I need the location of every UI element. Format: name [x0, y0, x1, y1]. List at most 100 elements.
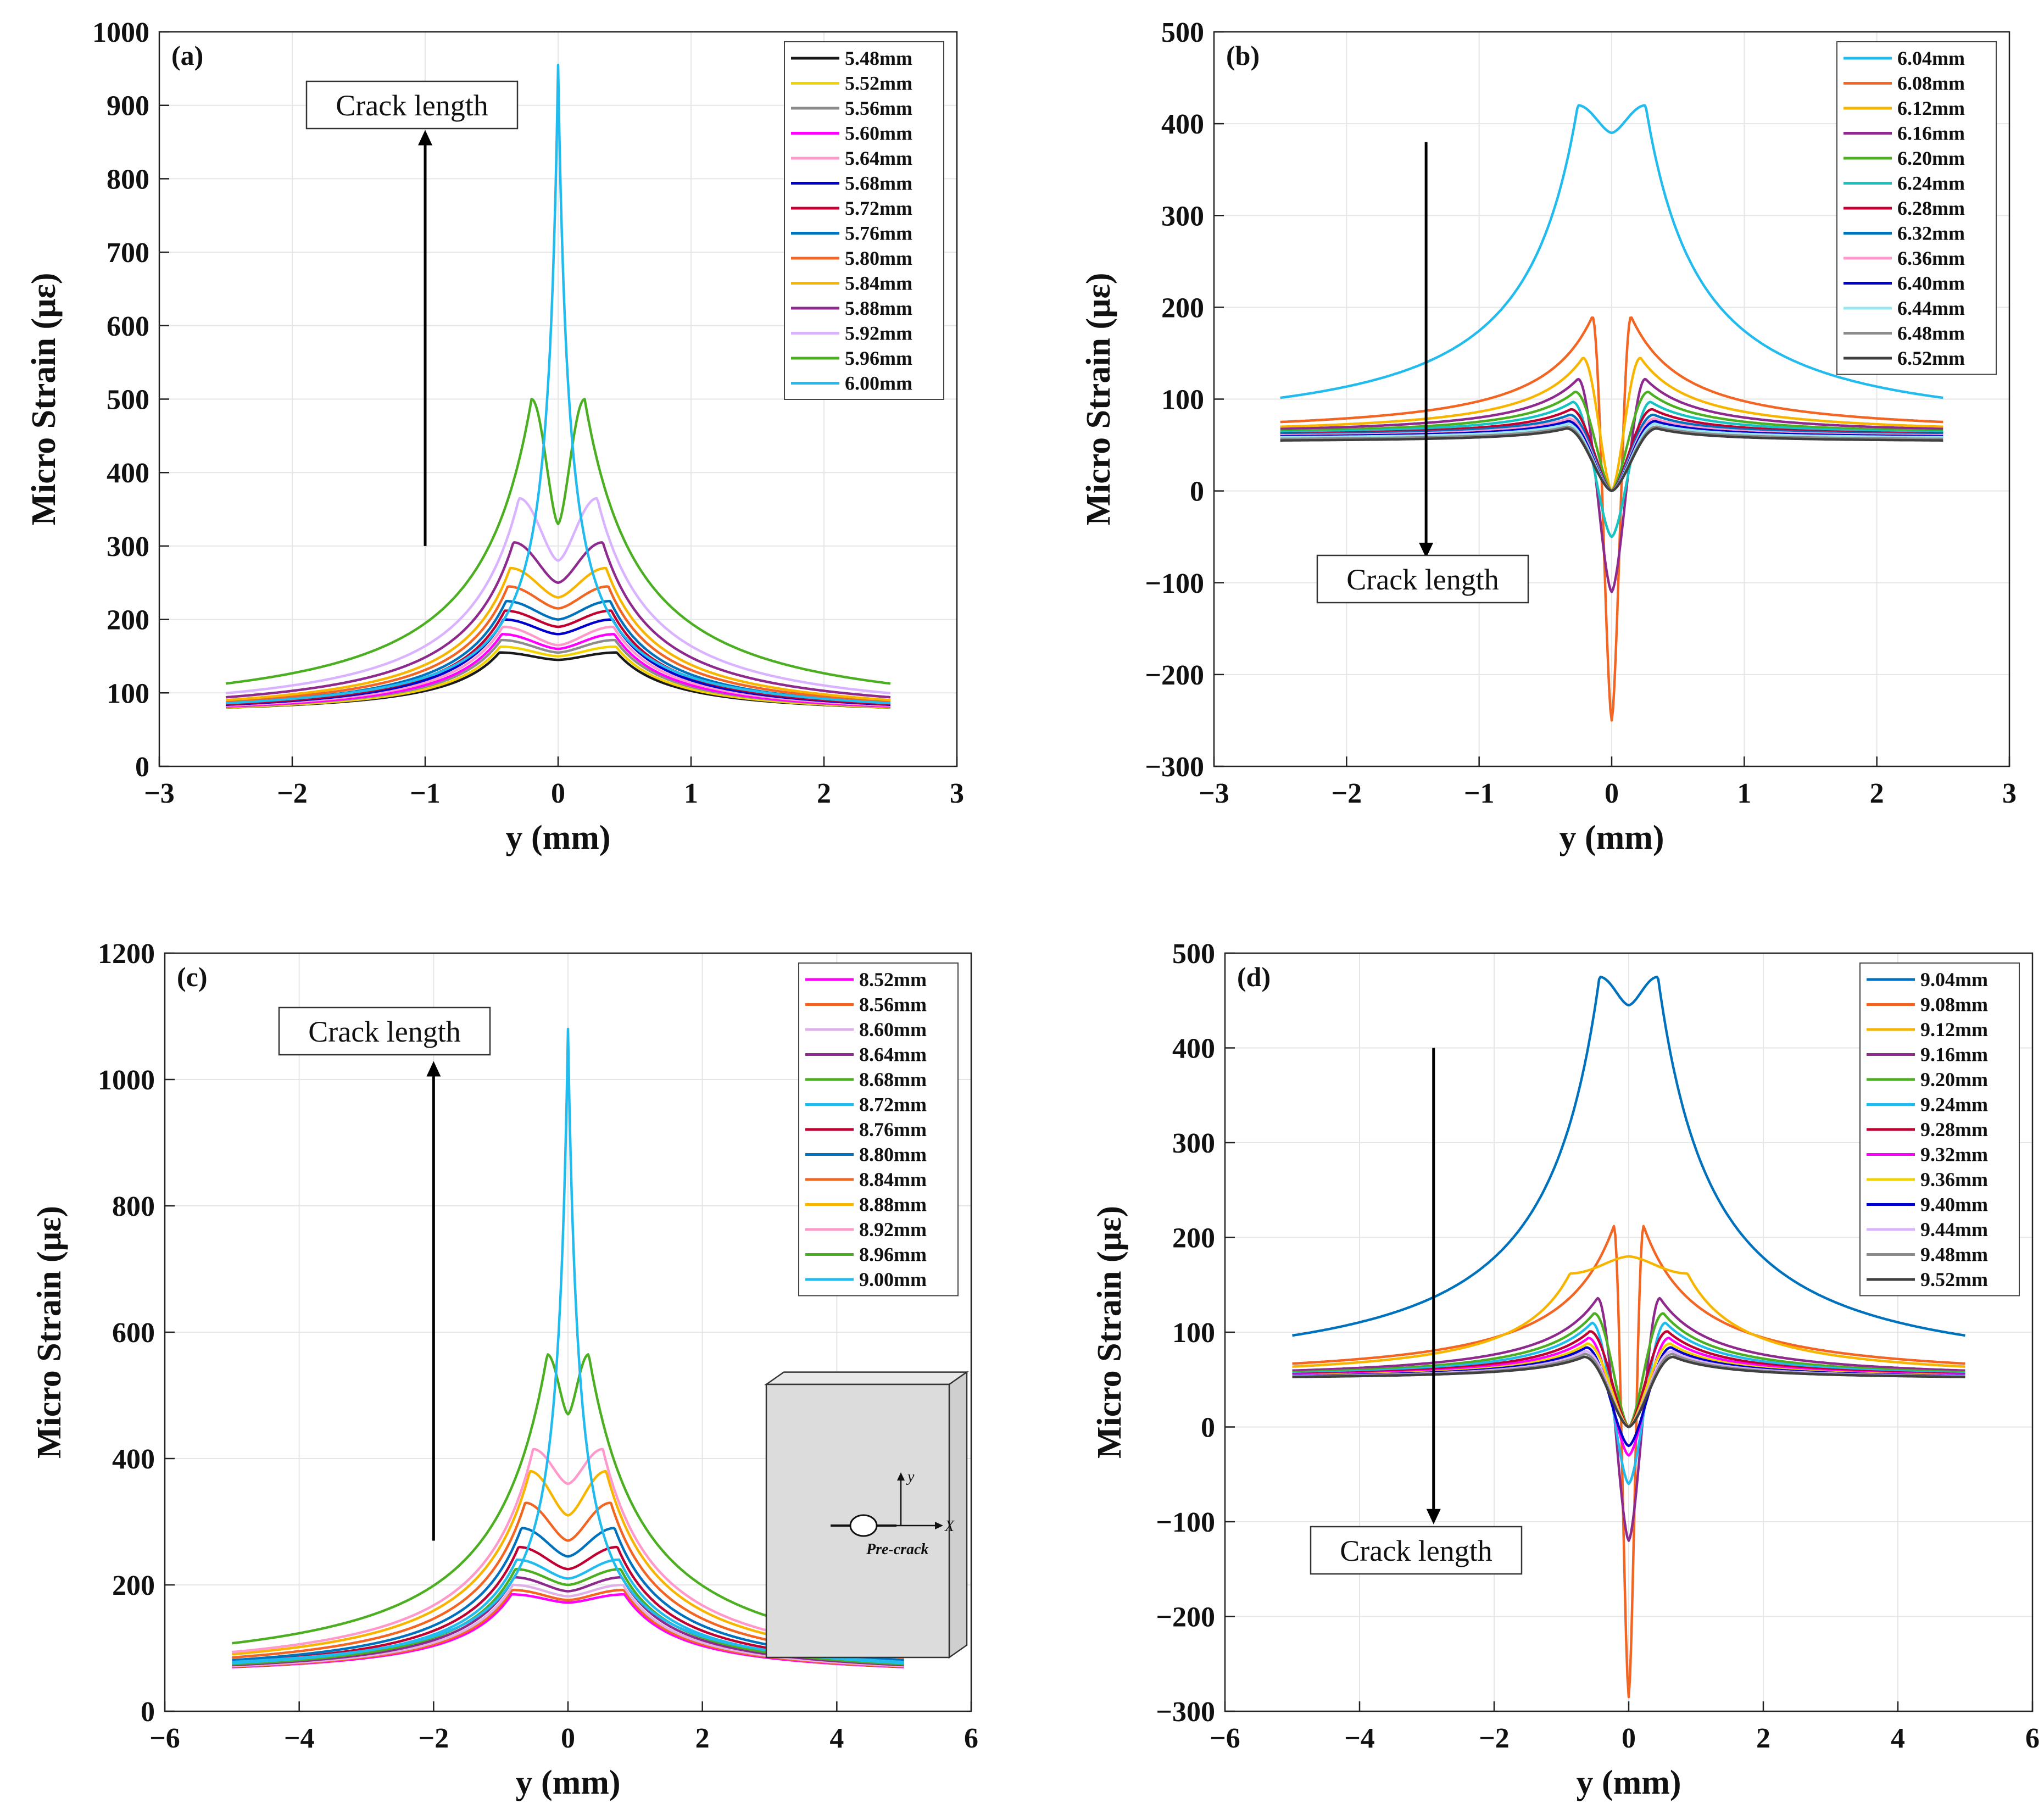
legend-entry: 5.52mm [845, 73, 912, 94]
series-line-5.84mm [225, 566, 891, 702]
y-tick-label: 1200 [98, 938, 155, 970]
legend-entry: 5.88mm [845, 297, 912, 319]
y-tick-label: 600 [112, 1317, 155, 1349]
x-tick-label: −2 [1479, 1723, 1510, 1754]
y-tick-label: 400 [112, 1444, 155, 1475]
y-axis-label: Micro Strain (με) [25, 273, 63, 526]
legend-entry: 9.52mm [1920, 1268, 1988, 1290]
y-tick-label: −100 [1145, 568, 1204, 599]
legend-entry: 5.76mm [845, 222, 912, 244]
annotation-box [1316, 554, 1529, 604]
series-line-5.72mm [225, 609, 891, 706]
x-tick-label: 0 [561, 1723, 575, 1754]
series-line-9.04mm [1292, 975, 1965, 1337]
y-tick-label: 1000 [92, 17, 149, 48]
x-tick-label: −1 [1464, 778, 1495, 809]
inset-front-face [765, 1383, 950, 1659]
x-tick-label: −2 [1332, 778, 1362, 809]
series-line-6.08mm [1280, 316, 1943, 722]
x-tick-label: 2 [1870, 778, 1884, 809]
series-line-5.52mm [225, 645, 891, 709]
annotation-box [305, 80, 519, 130]
legend-entry: 8.64mm [859, 1044, 927, 1066]
arrow-head [426, 1061, 441, 1077]
y-tick-label: 200 [1161, 292, 1204, 324]
annotation-text: Crack length [1346, 563, 1499, 596]
y-tick-label: 300 [1161, 201, 1204, 232]
y-tick-label: 400 [1172, 1033, 1215, 1065]
legend-entry: 6.40mm [1897, 272, 1965, 294]
y-tick-label: 500 [1161, 17, 1204, 48]
legend-entry: 9.32mm [1920, 1144, 1988, 1166]
legend-entry: 9.04mm [1920, 969, 1988, 990]
y-tick-label: 100 [107, 678, 149, 709]
y-tick-label: 400 [107, 458, 149, 489]
legend-entry: 8.80mm [859, 1144, 927, 1166]
legend-entry: 6.44mm [1897, 297, 1965, 319]
legend-box [784, 41, 944, 400]
x-tick-label: 1 [684, 778, 698, 809]
legend-entry: 8.68mm [859, 1069, 927, 1090]
legend-entry: 5.72mm [845, 197, 912, 219]
y-tick-label: 0 [1201, 1412, 1215, 1444]
y-tick-label: 400 [1161, 109, 1204, 140]
y-tick-label: 200 [107, 605, 149, 636]
legend-entry: 6.12mm [1897, 97, 1965, 119]
x-tick-label: 0 [551, 778, 565, 809]
arrow-head [1419, 542, 1434, 558]
y-tick-label: −300 [1156, 1696, 1215, 1728]
y-tick-label: 800 [112, 1191, 155, 1222]
series-line-9.12mm [1292, 1255, 1965, 1368]
x-axis-label: y (mm) [505, 819, 610, 856]
series-line-6.04mm [1280, 104, 1943, 399]
x-tick-label: −3 [144, 778, 175, 809]
x-tick-label: 0 [1622, 1723, 1636, 1754]
x-tick-label: 4 [1891, 1723, 1905, 1754]
x-tick-label: 3 [2002, 778, 2017, 809]
x-tick-label: 3 [950, 778, 964, 809]
y-tick-label: 200 [1172, 1223, 1215, 1254]
legend-entry: 5.80mm [845, 247, 912, 269]
y-axis-label: Micro Strain (με) [31, 1206, 68, 1459]
y-tick-label: 100 [1172, 1317, 1215, 1349]
y-tick-label: 1000 [98, 1065, 155, 1096]
legend-entry: 9.00mm [859, 1268, 927, 1290]
x-tick-label: −2 [277, 778, 308, 809]
legend-entry: 6.08mm [1897, 73, 1965, 94]
x-tick-label: −6 [1210, 1723, 1240, 1754]
y-tick-label: 800 [107, 164, 149, 195]
y-tick-label: −200 [1145, 660, 1204, 691]
series-line-8.60mm [232, 1583, 904, 1667]
legend-entry: 9.08mm [1920, 994, 1988, 1016]
panel-label: (a) [171, 40, 203, 71]
x-tick-label: −1 [410, 778, 441, 809]
legend-entry: 9.48mm [1920, 1244, 1988, 1266]
y-tick-label: 700 [107, 237, 149, 269]
legend-entry: 9.28mm [1920, 1118, 1988, 1140]
x-tick-label: −4 [284, 1723, 315, 1754]
annotation-box [1310, 1526, 1523, 1575]
y-axis-label: Micro Strain (με) [1091, 1206, 1128, 1459]
inset-specimen-schematic: y X Pre-crack [764, 1371, 969, 1659]
series-line-5.80mm [225, 585, 891, 703]
x-tick-label: 6 [2025, 1723, 2040, 1754]
series-line-6.24mm [1280, 400, 1943, 538]
legend-entry: 6.36mm [1897, 247, 1965, 269]
panel-label: (c) [177, 961, 208, 992]
y-tick-label: 0 [135, 752, 149, 783]
legend-entry: 8.92mm [859, 1218, 927, 1240]
inset-y-arrow [897, 1472, 905, 1481]
series-line-6.52mm [1280, 427, 1943, 492]
legend-entry: 6.16mm [1897, 123, 1965, 144]
y-tick-label: 100 [1161, 385, 1204, 416]
legend-entry: 6.00mm [845, 372, 912, 394]
x-tick-label: −6 [149, 1723, 180, 1754]
legend-entry: 6.24mm [1897, 172, 1965, 194]
legend-entry: 6.28mm [1897, 197, 1965, 219]
legend-entry: 8.84mm [859, 1168, 927, 1190]
annotation-text: Crack length [336, 89, 488, 122]
series-line-6.16mm [1280, 377, 1943, 593]
inset-side-face [948, 1371, 968, 1659]
x-tick-label: 2 [1756, 1723, 1770, 1754]
